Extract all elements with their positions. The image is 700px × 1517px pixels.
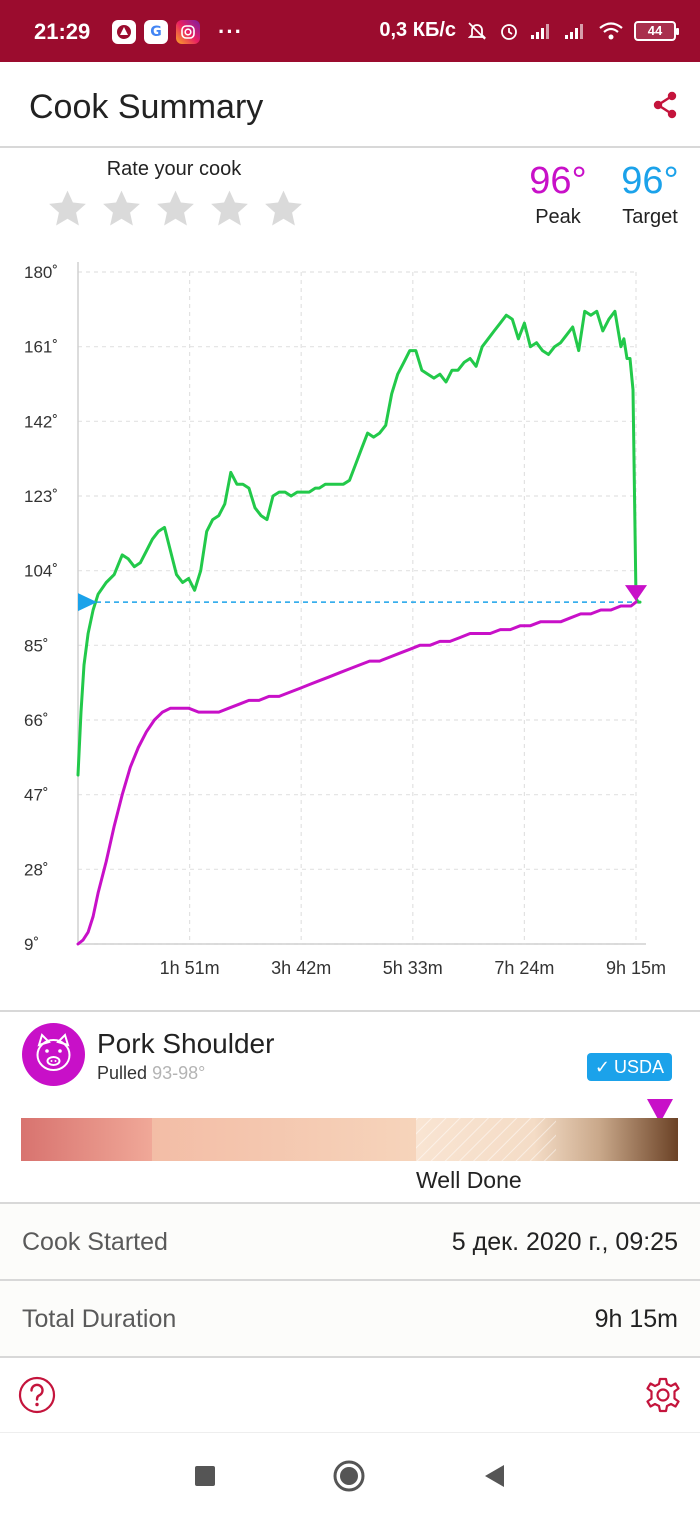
chart-svg: 180˚ 161˚ 142˚ 123˚ 104˚ 85˚ 66˚ 47˚ 28˚ 9˚ 1h 51m… [24,262,666,978]
star-icon[interactable] [154,188,197,230]
x-tick-label: 1h 51m [160,958,220,978]
total-duration-value: 9h 15m [594,1305,678,1333]
cook-started-value: 5 дек. 2020 г., 09:25 [451,1228,678,1256]
google-icon: G [144,20,168,44]
y-tick-label: 104˚ [24,562,58,581]
star-icon[interactable] [262,188,305,230]
x-tick-label: 3h 42m [271,958,331,978]
status-indicators: 0,3 КБ/с 44 [379,19,679,42]
y-tick-label: 161˚ [24,338,58,357]
y-tick-label: 28˚ [24,860,49,879]
home-button[interactable] [332,1459,366,1493]
doneness-marker-icon [647,1099,673,1123]
cook-started-row: Cook Started 5 дек. 2020 г., 09:25 [0,1204,700,1281]
check-icon: ✓ [594,1057,610,1077]
system-navigation-bar [0,1433,700,1517]
peak-value: 96° [529,160,587,202]
star-icon[interactable] [46,188,89,230]
food-section[interactable]: Pork Shoulder Pulled 93-98° ✓ USDA Well … [0,1010,700,1204]
total-duration-row: Total Duration 9h 15m [0,1281,700,1358]
more-notifications-icon: ··· [218,19,243,44]
gear-icon[interactable] [644,1376,682,1414]
status-app-icons: G ··· [112,20,243,44]
cook-started-label: Cook Started [22,1228,168,1256]
doneness-bar [21,1118,678,1161]
page-title: Cook Summary [29,88,264,126]
signal-icon [531,23,549,39]
doneness-name: Pulled [97,1063,148,1083]
recents-button[interactable] [188,1459,222,1493]
instagram-icon [176,20,200,44]
target-block: 96° Target [612,160,688,229]
x-tick-label: 7h 24m [494,958,554,978]
doneness-range: 93-98° [152,1063,206,1083]
target-label: Target [622,206,678,228]
star-icon[interactable] [100,188,143,230]
ambient-temp-line [76,309,642,777]
y-tick-label: 123˚ [24,487,58,506]
footer-toolbar [0,1358,700,1433]
x-tick-label: 9h 15m [606,958,666,978]
usda-label: USDA [613,1057,664,1077]
signal-icon-2 [565,23,583,39]
y-tick-label: 142˚ [24,412,58,431]
star-rating[interactable] [46,188,305,230]
food-doneness: Pulled 93-98° [97,1063,205,1084]
x-tick-label: 5h 33m [383,958,443,978]
doneness-level-label: Well Done [416,1167,522,1193]
share-icon[interactable] [650,90,680,120]
internal-temp-line [76,600,638,946]
temperature-chart[interactable]: 180˚ 161˚ 142˚ 123˚ 104˚ 85˚ 66˚ 47˚ 28˚ 9˚ 1h 51m… [0,250,700,1000]
alarm-icon [501,23,517,40]
status-bar: 21:29 G ··· 0,3 КБ/с 44 [0,0,700,62]
status-time: 21:29 [34,19,91,44]
help-icon[interactable] [18,1376,56,1414]
food-name: Pork Shoulder [97,1028,275,1059]
mute-bell-icon [467,21,487,40]
y-tick-label: 85˚ [24,636,49,655]
pig-icon [22,1023,85,1086]
peak-label: Peak [535,206,581,228]
y-tick-label: 66˚ [24,711,49,730]
peak-marker-icon [625,585,647,602]
peak-block: 96° Peak [520,160,596,229]
target-marker-icon [78,593,97,612]
back-button[interactable] [478,1459,512,1493]
network-speed: 0,3 КБ/с [379,19,456,41]
usda-badge[interactable]: ✓ USDA [586,1053,672,1081]
tennis-app-icon [112,20,136,44]
y-tick-label: 180˚ [24,263,58,282]
y-tick-label: 9˚ [24,935,39,954]
wifi-icon [599,21,623,39]
rate-label: Rate your cook [106,158,242,180]
total-duration-label: Total Duration [22,1305,177,1333]
battery-icon: 44 [634,20,679,41]
target-value: 96° [621,160,679,202]
star-icon[interactable] [208,188,251,230]
app-header: Cook Summary [0,62,700,148]
y-tick-label: 47˚ [24,786,49,805]
